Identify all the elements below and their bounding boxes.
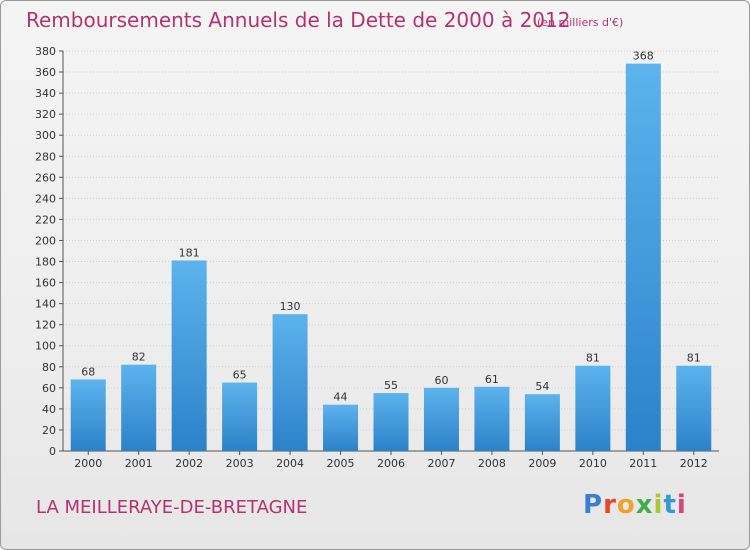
bar: [625, 63, 661, 451]
y-tick-label: 0: [49, 445, 56, 458]
x-tick-label: 2012: [680, 457, 708, 470]
bar: [272, 314, 308, 451]
bar: [676, 365, 712, 451]
y-tick-label: 260: [35, 171, 56, 184]
logo-letter: x: [635, 490, 654, 520]
data-label: 82: [132, 351, 146, 364]
chart-subtitle: (en milliers d'€): [537, 16, 624, 29]
logo-letter: i: [676, 490, 687, 520]
data-label: 81: [687, 352, 701, 365]
data-label: 61: [485, 373, 499, 386]
bar: [423, 387, 459, 451]
y-tick-label: 380: [35, 45, 56, 58]
bar: [222, 382, 258, 451]
y-tick-label: 120: [35, 319, 56, 332]
bar: [70, 379, 106, 451]
bar: [575, 365, 611, 451]
data-label: 68: [81, 365, 95, 378]
commune-name: LA MEILLERAYE-DE-BRETAGNE: [36, 497, 308, 518]
x-tick-label: 2002: [175, 457, 203, 470]
x-tick-label: 2000: [74, 457, 102, 470]
bar: [373, 393, 409, 451]
y-tick-label: 140: [35, 298, 56, 311]
logo-letter: P: [583, 490, 604, 520]
y-tick-label: 200: [35, 234, 56, 247]
x-tick-label: 2005: [327, 457, 355, 470]
x-tick-label: 2008: [478, 457, 506, 470]
bar: [524, 394, 560, 451]
bar: [474, 386, 510, 451]
y-tick-label: 40: [42, 403, 56, 416]
y-tick-label: 360: [35, 66, 56, 79]
bar: [171, 260, 207, 451]
data-label: 54: [535, 380, 549, 393]
chart-title: Remboursements Annuels de la Dette de 20…: [26, 8, 571, 32]
x-tick-label: 2007: [427, 457, 455, 470]
data-label: 65: [233, 369, 247, 382]
y-tick-label: 340: [35, 87, 56, 100]
x-tick-label: 2009: [528, 457, 556, 470]
bars: [70, 63, 712, 451]
y-tick-label: 180: [35, 256, 56, 269]
x-tick-label: 2006: [377, 457, 405, 470]
x-tick-label: 2001: [125, 457, 153, 470]
logo-letter: o: [616, 490, 636, 520]
axes: 0 20 40 60 80 100 120 140 160 180 200 220 240 260 280 3…: [35, 45, 719, 470]
x-tick-label: 2011: [629, 457, 657, 470]
y-tick-label: 320: [35, 108, 56, 121]
y-tick-label: 300: [35, 129, 56, 142]
y-tick-label: 160: [35, 277, 56, 290]
y-tick-label: 280: [35, 150, 56, 163]
data-label: 181: [179, 246, 200, 259]
y-tick-label: 20: [42, 424, 56, 437]
bar: [323, 404, 359, 451]
data-label: 368: [633, 50, 654, 63]
data-labels: 68 82 181 65 130 44 55 60 61 54 81 368 81: [81, 50, 701, 404]
proxiti-logo[interactable]: Proxiti: [583, 490, 687, 520]
y-tick-label: 60: [42, 382, 56, 395]
bar: [121, 364, 157, 451]
y-tick-label: 100: [35, 340, 56, 353]
logo-letter: t: [663, 490, 677, 520]
data-label: 130: [280, 300, 301, 313]
x-tick-label: 2003: [226, 457, 254, 470]
data-label: 44: [334, 391, 348, 404]
x-tick-label: 2010: [579, 457, 607, 470]
data-label: 60: [434, 374, 448, 387]
data-label: 81: [586, 352, 600, 365]
y-tick-label: 240: [35, 192, 56, 205]
logo-letter: i: [653, 490, 664, 520]
x-tick-label: 2004: [276, 457, 304, 470]
logo-letter: r: [603, 490, 617, 520]
y-tick-label: 80: [42, 361, 56, 374]
data-label: 55: [384, 379, 398, 392]
y-tick-label: 220: [35, 213, 56, 226]
